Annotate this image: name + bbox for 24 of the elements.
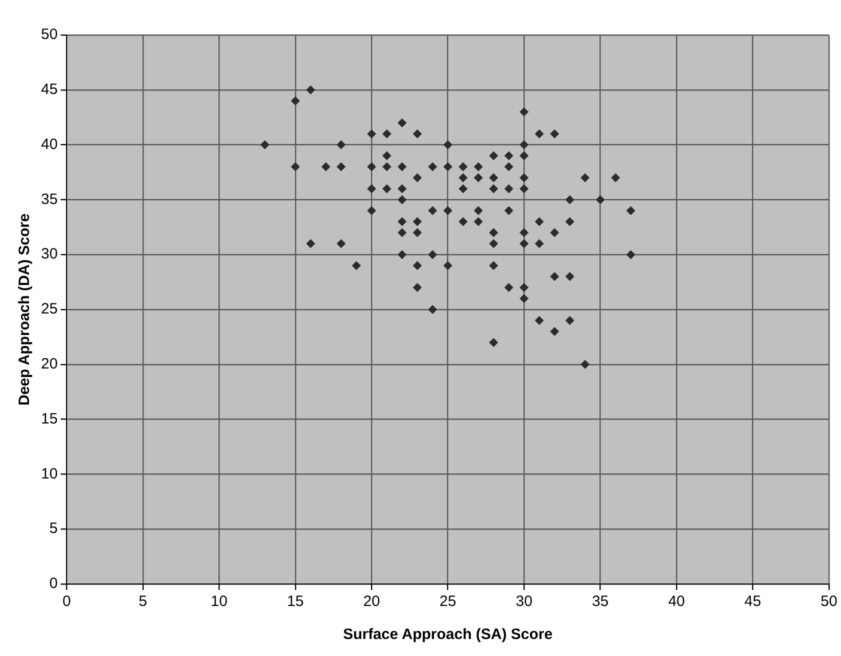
y-tick-label: 40 [40,136,58,153]
y-tick-label: 45 [40,81,58,98]
x-tick-label: 0 [62,593,71,610]
x-axis-title: Surface Approach (SA) Score [343,626,553,644]
y-tick-label: 5 [49,520,58,538]
y-axis-title: Deep Approach (DA) Score [16,214,34,406]
x-tick-label: 35 [592,593,609,610]
x-tick-label: 25 [440,593,456,610]
y-tick-label: 50 [40,26,58,44]
y-tick-label: 25 [40,300,58,318]
y-tick-label: 30 [40,246,58,263]
y-tick-label: 10 [40,465,58,482]
y-tick-label: 0 [49,575,58,592]
x-tick-label: 30 [516,593,532,610]
x-tick-label: 50 [820,593,838,610]
x-tick-label: 15 [287,593,304,610]
y-tick-label: 15 [40,410,58,428]
x-tick-label: 10 [210,593,228,610]
x-tick-label: 20 [363,593,380,610]
x-tick-label: 5 [138,593,148,610]
y-tick-label: 20 [40,356,58,373]
x-tick-label: 40 [668,593,685,610]
x-tick-label: 45 [744,593,762,610]
y-tick-label: 35 [40,190,58,208]
